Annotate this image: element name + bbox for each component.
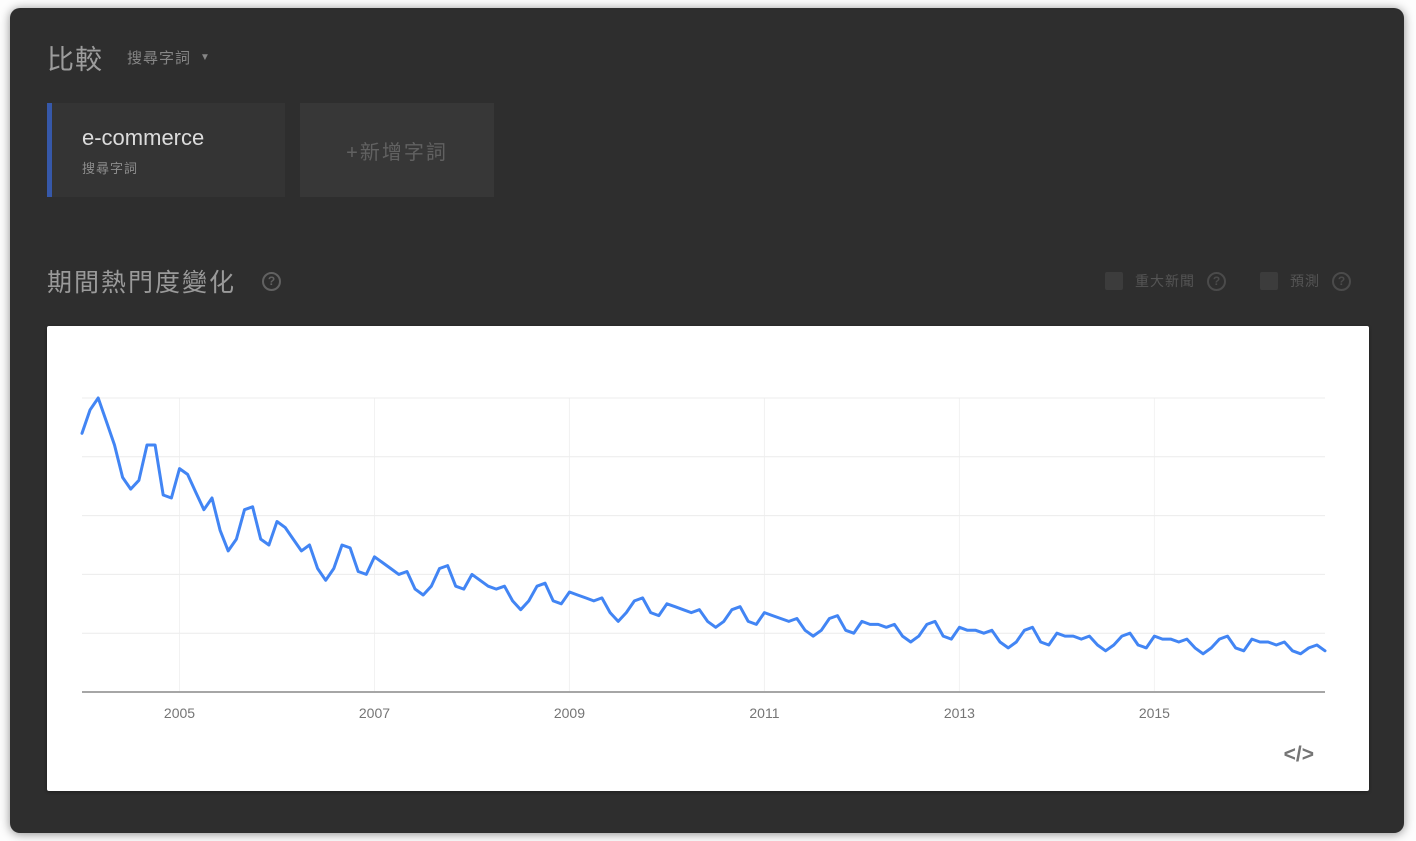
x-tick-label: 2011: [749, 705, 779, 721]
term-type-sublabel: 搜尋字詞: [82, 161, 139, 176]
chart-card: 2005 2007 2009 2011 2013 2015 </>: [47, 326, 1369, 791]
chevron-down-icon: ▼: [200, 52, 210, 63]
x-tick-label: 2009: [554, 705, 585, 721]
compare-header: 比較 搜尋字詞 ▼: [47, 38, 1357, 77]
trend-line: [80, 396, 1327, 656]
terms-row: e-commerce 搜尋字詞 +新增字詞: [47, 103, 1357, 197]
news-label: 重大新聞: [1135, 273, 1195, 289]
news-checkbox[interactable]: [1105, 272, 1123, 290]
add-term-button[interactable]: +新增字詞: [300, 103, 494, 197]
page-title: 比較: [47, 45, 103, 75]
embed-code-icon[interactable]: </>: [1283, 743, 1314, 766]
term-type-label: 搜尋字詞: [127, 50, 192, 67]
help-icon[interactable]: ?: [262, 271, 282, 291]
forecast-checkbox[interactable]: [1260, 272, 1278, 290]
toggle-news: 重大新聞 ?: [1105, 271, 1226, 291]
forecast-label: 預測: [1290, 273, 1320, 289]
forecast-help-icon[interactable]: ?: [1332, 271, 1351, 291]
section-title-group: 期間熱門度變化 ?: [47, 263, 282, 299]
x-tick-label: 2013: [944, 705, 975, 721]
term-type-dropdown[interactable]: 搜尋字詞 ▼: [127, 47, 210, 68]
section-title: 期間熱門度變化: [47, 269, 237, 297]
toggle-forecast: 預測 ?: [1260, 271, 1351, 291]
news-help-icon[interactable]: ?: [1207, 271, 1226, 291]
x-tick-label: 2007: [359, 705, 390, 721]
section-header: 期間熱門度變化 ? 重大新聞 ? 預測 ?: [47, 263, 1357, 299]
trend-line-chart: 2005 2007 2009 2011 2013 2015: [80, 396, 1327, 721]
x-tick-label: 2015: [1139, 705, 1170, 721]
add-term-label: +新增字詞: [346, 141, 448, 164]
x-tick-label: 2005: [164, 705, 195, 721]
trends-panel: 比較 搜尋字詞 ▼ e-commerce 搜尋字詞 +新增字詞 期間熱門度變化 …: [10, 8, 1404, 833]
chart-options: 重大新聞 ? 預測 ?: [1105, 271, 1357, 291]
term-name: e-commerce: [82, 125, 205, 150]
term-card-ecommerce[interactable]: e-commerce 搜尋字詞: [47, 103, 285, 197]
